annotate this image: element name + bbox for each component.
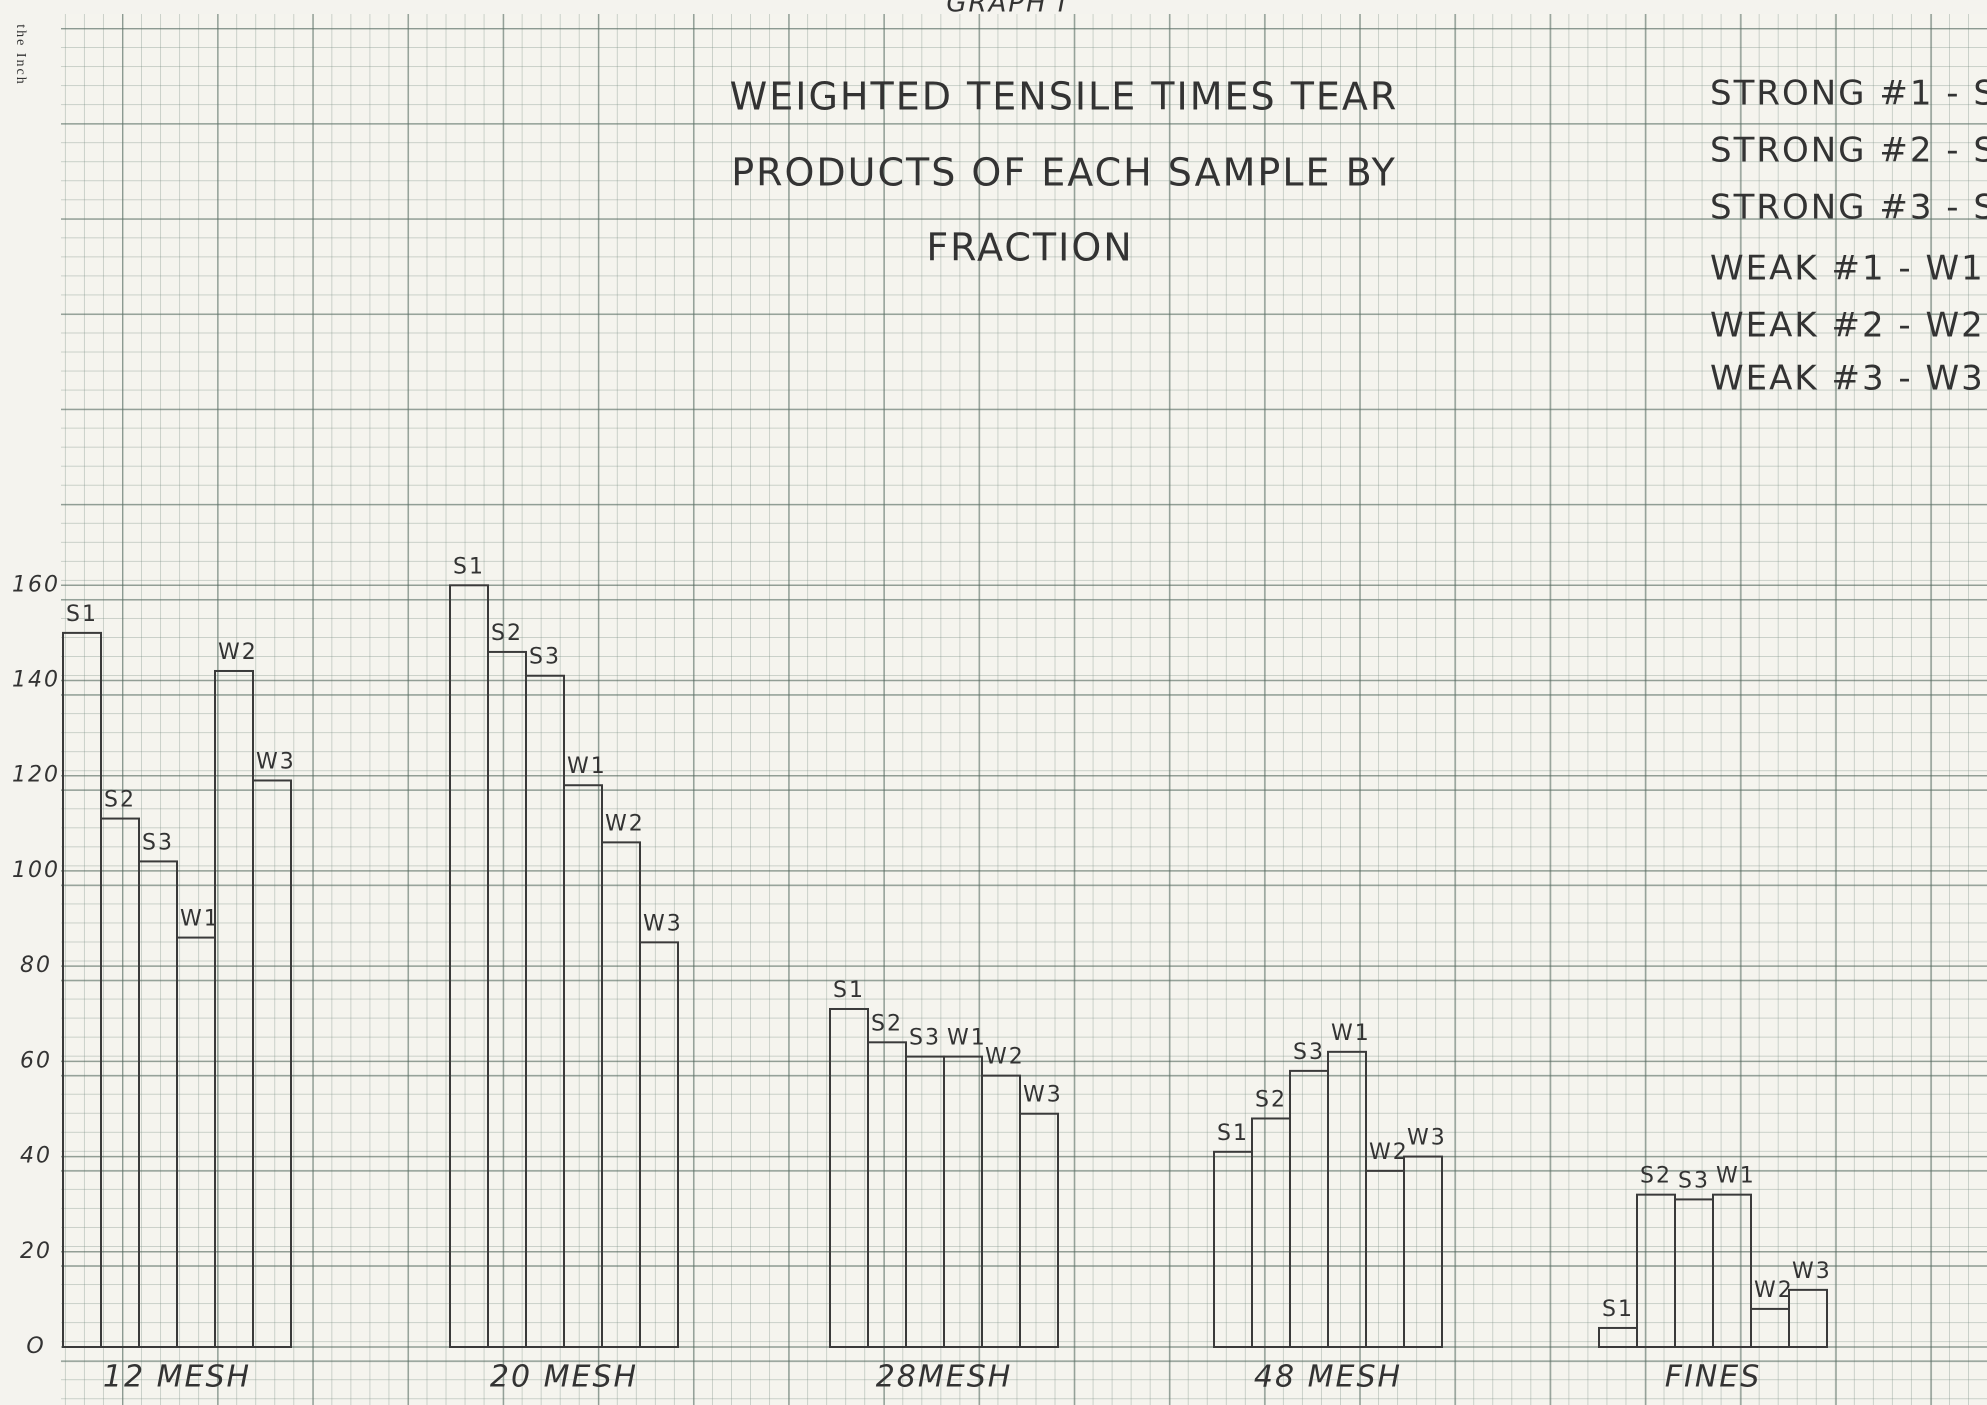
bar: [1252, 1118, 1290, 1347]
bar: [1290, 1071, 1328, 1347]
y-tick-label: 20: [20, 1239, 52, 1264]
bar: [1366, 1171, 1404, 1347]
bar-label: W1: [947, 1026, 987, 1051]
bar: [982, 1076, 1020, 1347]
bar: [1020, 1114, 1058, 1347]
bar: [602, 842, 640, 1347]
bar-label: W2: [1754, 1278, 1794, 1303]
bar-label: W1: [1331, 1021, 1371, 1046]
bar-label: W3: [643, 911, 683, 936]
bar: [139, 861, 177, 1347]
header: GRAPH I: [946, 0, 1067, 19]
x-tick-label: 48 MESH: [1254, 1360, 1402, 1395]
bar: [1675, 1199, 1713, 1347]
bar-label: S2: [871, 1011, 903, 1036]
bar-label: W3: [256, 749, 296, 774]
bar: [1713, 1195, 1751, 1347]
bar: [488, 652, 526, 1347]
bar-label: W2: [985, 1045, 1025, 1070]
bar: [1214, 1152, 1252, 1347]
bar-label: S1: [1217, 1121, 1249, 1146]
bar-label: W2: [1369, 1140, 1409, 1165]
bar-label: S1: [833, 978, 865, 1003]
bar-label: W1: [1716, 1164, 1756, 1189]
bar: [1599, 1328, 1637, 1347]
y-tick-label: 160: [12, 572, 60, 597]
legend-entry: WEAK #3 - W3: [1710, 359, 1985, 399]
title-line: FRACTION: [926, 226, 1133, 270]
bar-label: S2: [491, 621, 523, 646]
x-tick-label: FINES: [1665, 1360, 1762, 1395]
bar-label: W3: [1407, 1126, 1447, 1151]
y-tick-label: 120: [12, 763, 60, 788]
bar-label: S3: [1678, 1168, 1710, 1193]
bar: [868, 1042, 906, 1347]
y-tick-label: O: [26, 1334, 45, 1359]
bar: [830, 1009, 868, 1347]
y-tick-label: 60: [20, 1048, 52, 1073]
y-tick-label: 40: [20, 1144, 52, 1169]
bar-label: S1: [1602, 1297, 1634, 1322]
y-tick-label: 100: [12, 858, 60, 883]
chart: GRAPH I the Inch WEIGHTED TENSILE TIMES …: [0, 0, 1987, 1405]
bar: [101, 819, 139, 1347]
bar: [63, 633, 101, 1347]
bar-label: S2: [1640, 1164, 1672, 1189]
y-tick-label: 80: [20, 953, 52, 978]
bar: [1328, 1052, 1366, 1347]
bar-label: W1: [567, 754, 607, 779]
bar-label: S1: [66, 602, 98, 627]
x-tick-label: 28MESH: [876, 1360, 1013, 1395]
bar-label: W3: [1023, 1083, 1063, 1108]
x-tick-label: 12 MESH: [103, 1360, 251, 1395]
bar: [906, 1057, 944, 1347]
bar-label: S3: [1293, 1040, 1325, 1065]
title-line: PRODUCTS OF EACH SAMPLE BY: [731, 151, 1397, 195]
bar-label: S1: [453, 554, 485, 579]
legend-entry: WEAK #2 - W2: [1710, 306, 1985, 346]
bar-label: W3: [1792, 1259, 1832, 1284]
bar-label: S3: [142, 830, 174, 855]
legend-entry: STRONG #2 - S2: [1710, 131, 1987, 171]
bar: [215, 671, 253, 1347]
x-tick-label: 20 MESH: [490, 1360, 638, 1395]
bar-label: S3: [529, 645, 561, 670]
bar: [564, 785, 602, 1347]
bar-label: S2: [1255, 1087, 1287, 1112]
title-line: WEIGHTED TENSILE TIMES TEAR: [730, 75, 1399, 119]
margin-note: the Inch: [13, 24, 28, 85]
bar-label: W2: [605, 811, 645, 836]
legend-entry: WEAK #1 - W1: [1710, 249, 1985, 289]
page: GRAPH I the Inch WEIGHTED TENSILE TIMES …: [0, 0, 1987, 1405]
y-tick-label: 140: [12, 668, 60, 693]
bar: [1789, 1290, 1827, 1347]
legend-entry: STRONG #3 - S3: [1710, 188, 1987, 228]
bar: [1637, 1195, 1675, 1347]
bar: [1751, 1309, 1789, 1347]
bar: [177, 938, 215, 1347]
bar-label: W1: [180, 907, 220, 932]
bar: [253, 780, 291, 1347]
bar: [944, 1057, 982, 1347]
legend-entry: STRONG #1 - S1: [1710, 74, 1987, 114]
bar-label: S3: [909, 1026, 941, 1051]
bar: [640, 942, 678, 1347]
bar-label: S2: [104, 788, 136, 813]
bar-label: W2: [218, 640, 258, 665]
